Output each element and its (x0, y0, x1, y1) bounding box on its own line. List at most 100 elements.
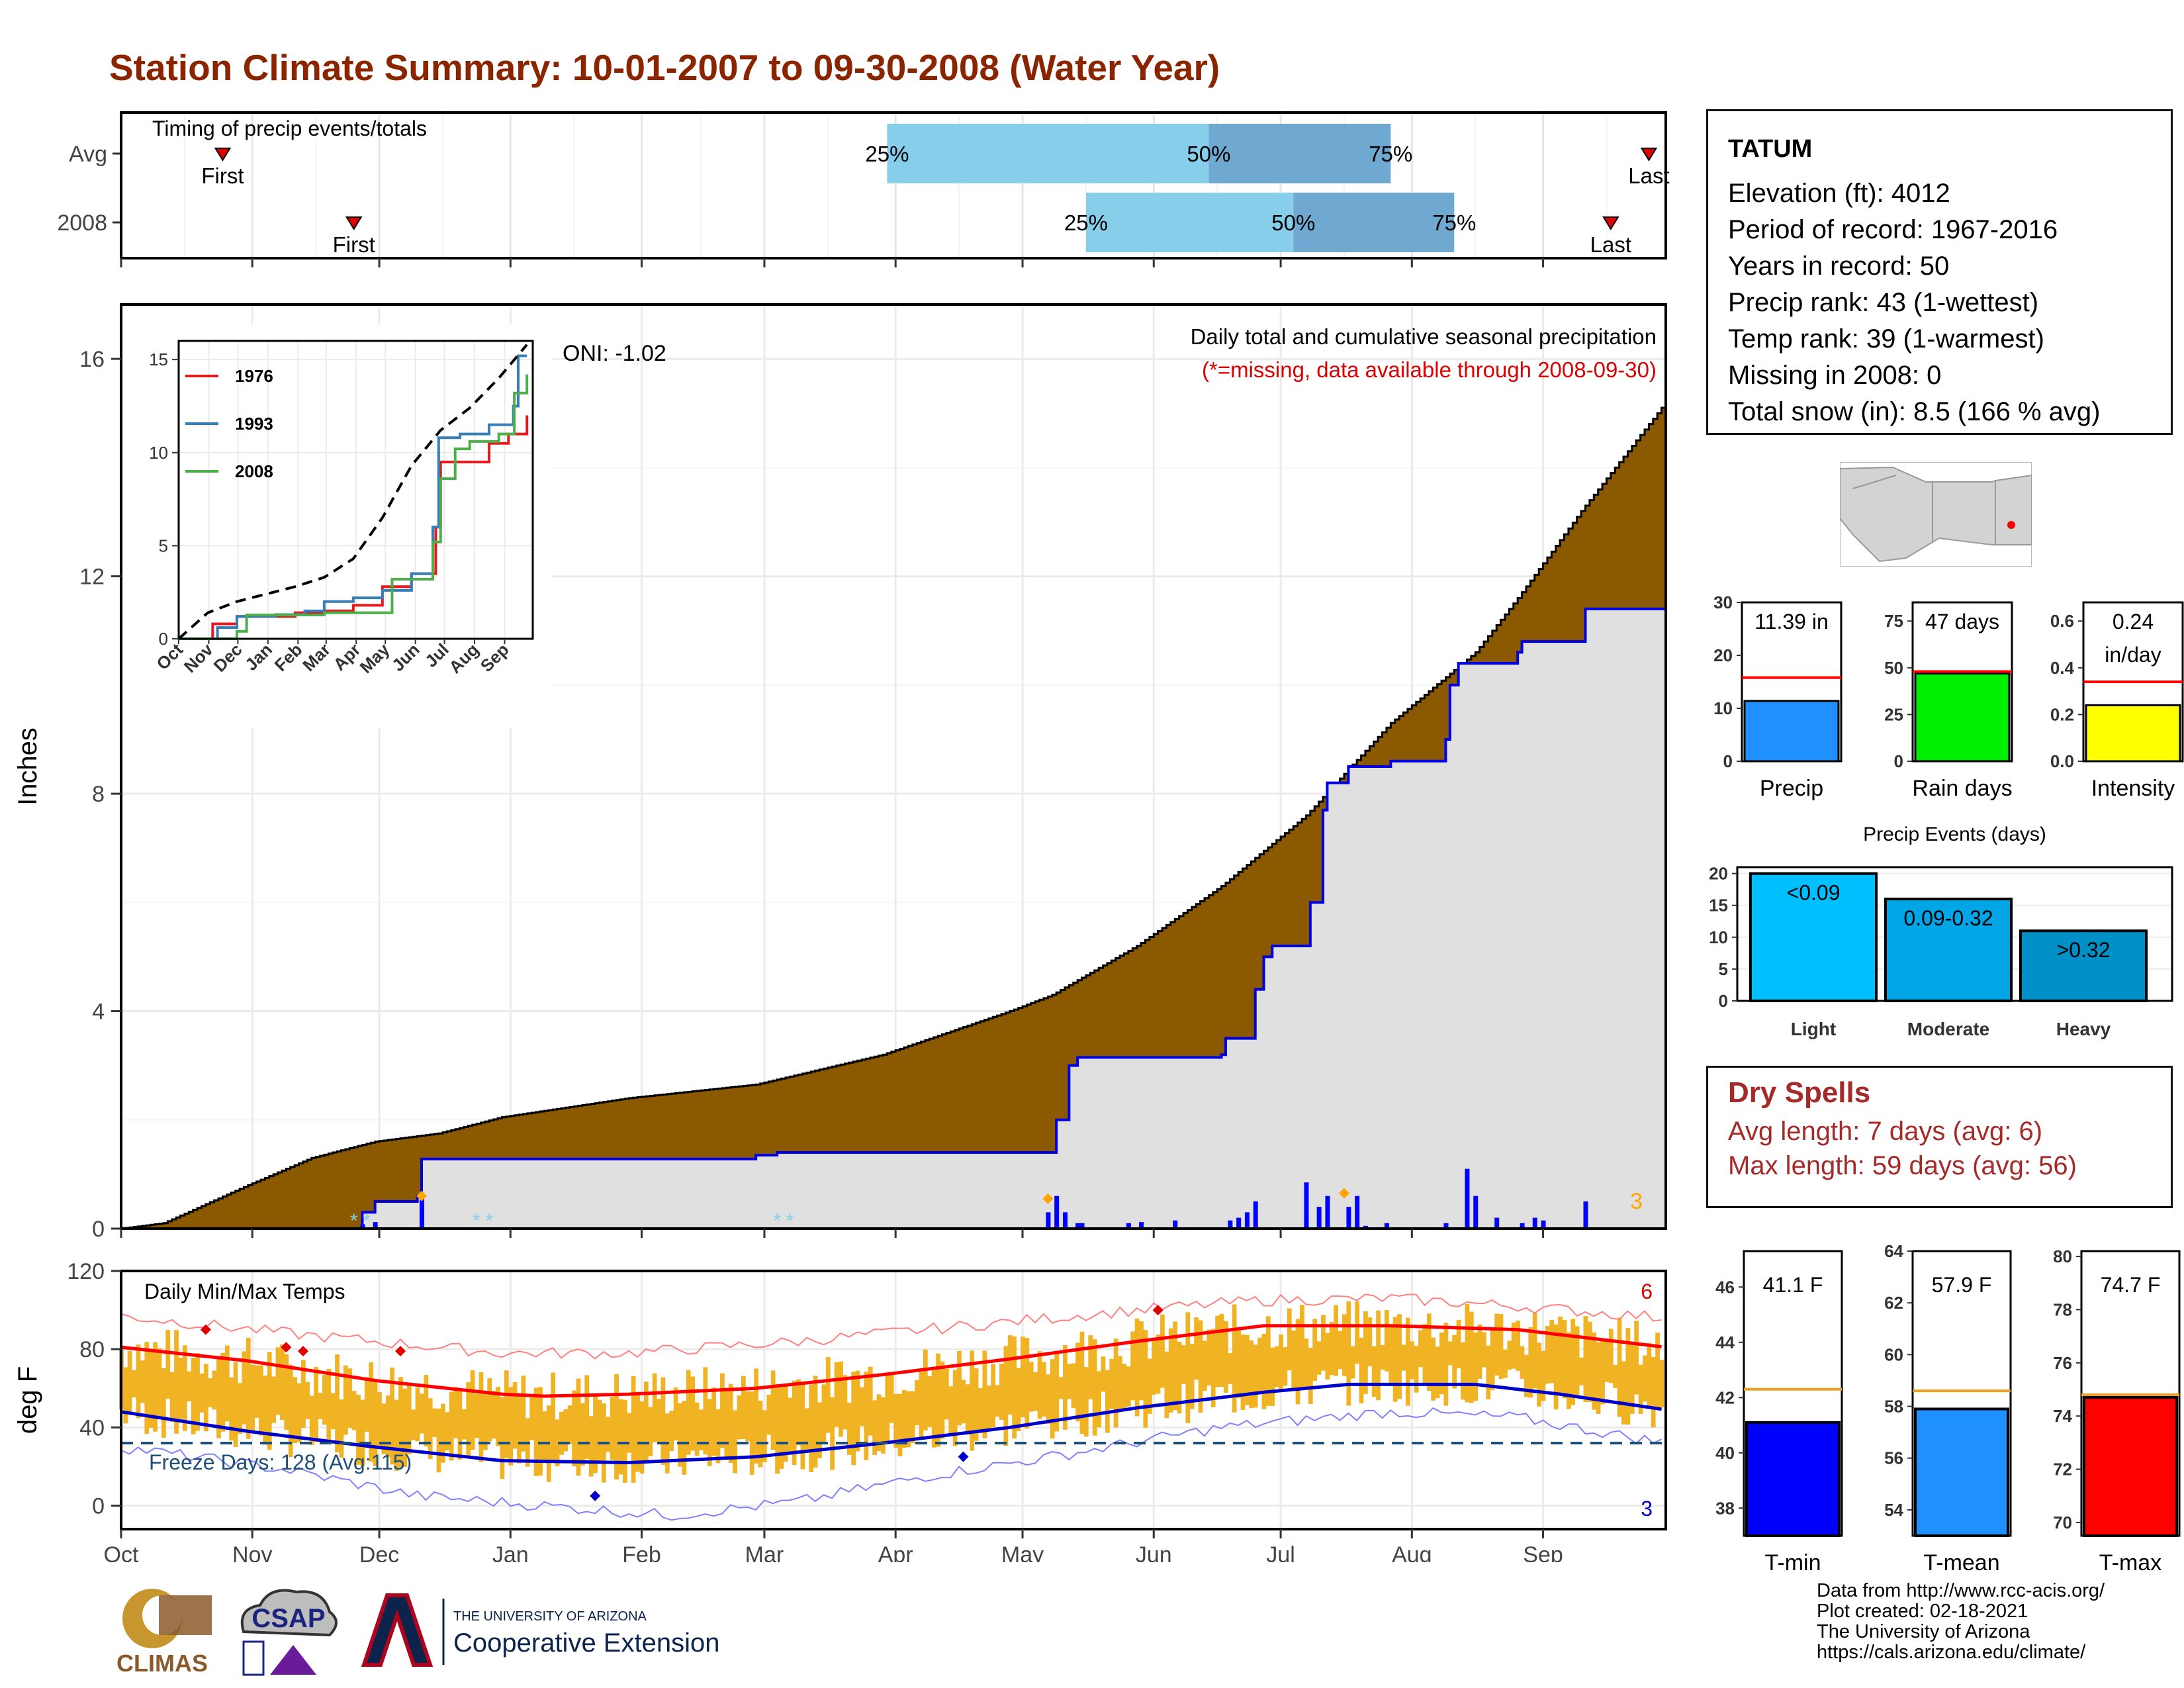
daily-temp-bar (1037, 1351, 1042, 1419)
daily-temp-bar (834, 1362, 839, 1427)
daily-temp-bar (788, 1397, 793, 1452)
daily-precip-bar (1054, 1196, 1060, 1229)
daily-temp-bar (551, 1372, 556, 1461)
daily-temp-bar (216, 1359, 221, 1438)
daily-temp-bar (1498, 1314, 1504, 1380)
daily-temp-bar (1253, 1344, 1258, 1408)
daily-temp-bar (487, 1378, 492, 1442)
daily-temp-bar (449, 1391, 454, 1461)
daily-temp-bar (1295, 1319, 1300, 1405)
temp-summary-y-tick-label: 38 (1715, 1498, 1735, 1518)
daily-temp-bar (406, 1385, 412, 1454)
summary-y-tick-label: 0.6 (2050, 611, 2074, 631)
timing-p50-label: 50% (1187, 142, 1230, 166)
daily-temp-bar (931, 1370, 936, 1448)
daily-temp-bar (580, 1403, 585, 1466)
inset-series-line (179, 354, 527, 640)
x-tick-label: Jun (1136, 1542, 1172, 1562)
daily-temp-bar (1431, 1337, 1436, 1401)
daily-temp-bar (512, 1382, 518, 1449)
daily-temp-bar (631, 1376, 636, 1483)
daily-temp-bar (288, 1364, 293, 1458)
daily-temp-bar (203, 1364, 208, 1432)
daily-temp-bar (351, 1391, 357, 1430)
daily-temp-bar (652, 1373, 657, 1442)
daily-temp-bar (1160, 1314, 1165, 1388)
daily-precip-bar (1355, 1196, 1360, 1229)
daily-temp-bar (804, 1408, 809, 1452)
daily-temp-bar (1181, 1345, 1186, 1384)
summary-bar (2085, 704, 2181, 763)
daily-temp-bar (584, 1375, 590, 1460)
timing-p50-label: 50% (1271, 211, 1315, 235)
daily-temp-bar (783, 1385, 788, 1462)
obs-cumulative-line (121, 607, 1666, 1230)
summary-y-tick-label: 50 (1884, 658, 1903, 678)
dry-spells-max: Max length: 59 days (avg: 56) (1728, 1151, 2077, 1180)
daily-temp-bar (830, 1397, 835, 1470)
daily-temp-bar (1016, 1368, 1021, 1431)
y-tick-label: 0 (92, 1494, 105, 1519)
daily-temp-bar (148, 1350, 154, 1428)
daily-temp-bar (246, 1337, 251, 1439)
daily-temp-bar (1092, 1339, 1097, 1436)
daily-temp-bar (491, 1391, 496, 1439)
daily-temp-bar (1007, 1335, 1013, 1415)
snow-record-marker (1042, 1193, 1054, 1204)
daily-temp-bar (461, 1409, 467, 1440)
daily-temp-bar (208, 1378, 213, 1407)
events-bar (2019, 929, 2148, 1002)
temp-summary-charts: 38 40 42 44 46 41.1 F T-min 54 56 58 60 62 64 57.9 F T… (1715, 1241, 2181, 1575)
daily-temp-bar (1482, 1332, 1486, 1368)
daily-temp-bar (699, 1409, 704, 1450)
daily-temp-bar (1261, 1334, 1267, 1409)
record-high-count: 6 (1641, 1280, 1653, 1303)
daily-temp-bar (1638, 1364, 1643, 1414)
daily-temp-bar (927, 1376, 933, 1427)
daily-temp-bar (326, 1368, 332, 1443)
daily-temp-bar (482, 1392, 488, 1450)
temp-summary-y-tick-label: 74 (2053, 1406, 2072, 1426)
daily-temp-bar (229, 1378, 234, 1441)
daily-temp-bar (330, 1393, 336, 1429)
daily-temp-bar (1494, 1313, 1500, 1376)
temp-summary-y-tick-label: 56 (1884, 1448, 1903, 1468)
daily-temp-bar (648, 1407, 653, 1456)
daily-temp-bar (906, 1391, 911, 1448)
daily-temp-bar (212, 1370, 217, 1410)
daily-temp-bar (957, 1350, 962, 1426)
daily-temp-bar (1283, 1347, 1288, 1386)
daily-precip-bar (1443, 1223, 1449, 1229)
daily-temp-bar (169, 1372, 175, 1423)
daily-temp-bar (521, 1376, 526, 1452)
precip-annotation: Daily total and cumulative seasonal prec… (1191, 324, 1657, 349)
daily-temp-bar (1503, 1349, 1508, 1378)
credit-line: Plot created: 02-18-2021 (1817, 1601, 2028, 1622)
temp-summary-y-tick-label: 76 (2053, 1353, 2072, 1373)
daily-temp-bar (1147, 1358, 1152, 1414)
daily-temp-bar (1655, 1333, 1661, 1409)
daily-temp-bar (639, 1401, 645, 1474)
daily-temp-bar (529, 1397, 535, 1440)
daily-temp-bar (868, 1366, 873, 1436)
daily-temp-bar (428, 1398, 433, 1460)
record-max-line (120, 1293, 1662, 1360)
x-tick-label: Aug (1392, 1542, 1432, 1562)
daily-temp-bar (1367, 1317, 1373, 1367)
daily-temp-bar (1202, 1340, 1207, 1391)
station-precip-rank: Precip rank: 43 (1-wettest) (1728, 288, 2039, 317)
inset-series-line (179, 374, 529, 640)
credit-line: The University of Arizona (1817, 1621, 2030, 1642)
temp-chart-label: Daily Min/Max Temps (144, 1280, 345, 1303)
daily-temp-bar (1312, 1319, 1318, 1382)
daily-precip-bar (1046, 1212, 1051, 1229)
snow-mark: * (473, 1210, 480, 1232)
snow-mark: * (786, 1210, 794, 1232)
summary-y-tick-label: 0.4 (2050, 658, 2075, 678)
freeze-days-label: Freeze Days: 128 (Avg:115) (149, 1450, 412, 1474)
daily-temp-bar (1545, 1326, 1550, 1384)
daily-temp-bar (1012, 1336, 1017, 1439)
daily-temp-bar (1490, 1328, 1495, 1390)
y-tick-label: 12 (79, 565, 105, 590)
